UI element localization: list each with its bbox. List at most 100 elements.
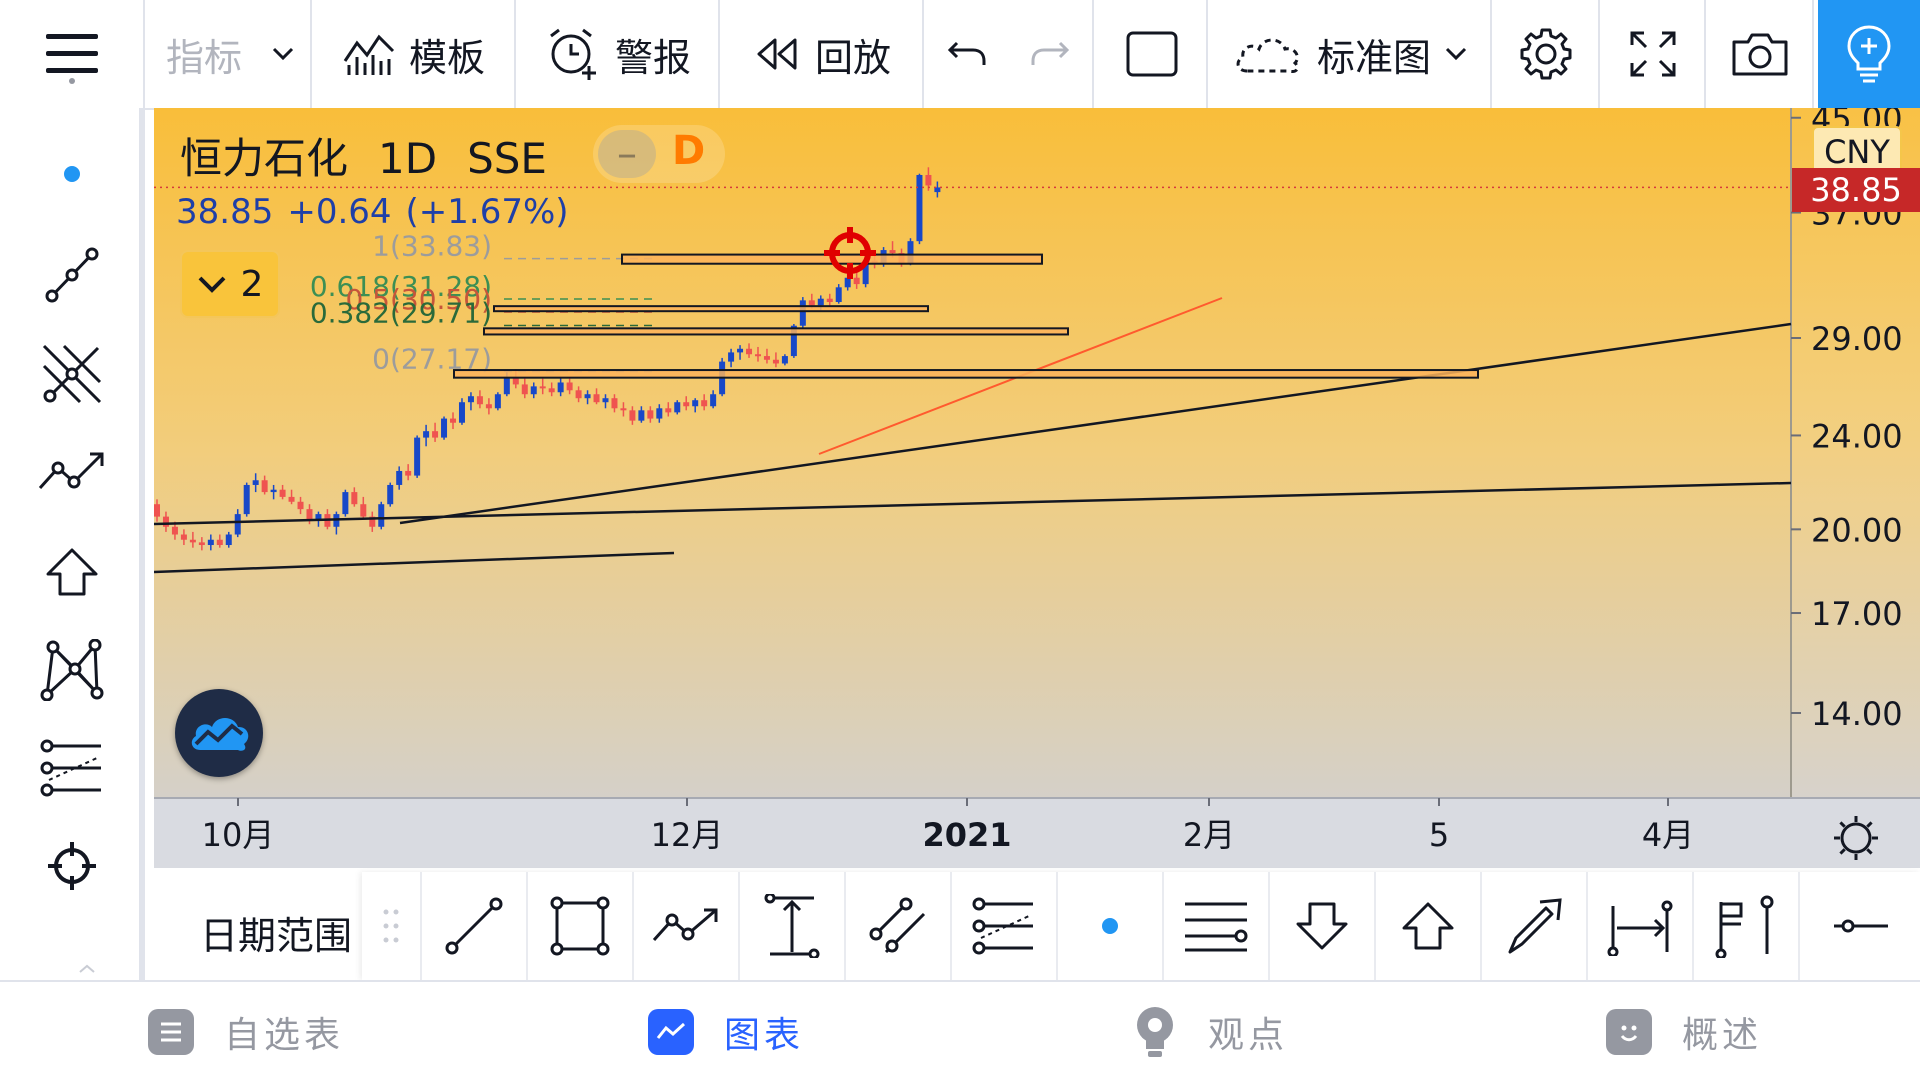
rising-trend-line[interactable] xyxy=(399,322,1792,525)
zone-rectangle[interactable] xyxy=(493,305,929,313)
candle xyxy=(665,402,672,417)
support-trend-line[interactable] xyxy=(154,551,675,574)
tool-flag[interactable] xyxy=(1692,872,1798,980)
chart-area[interactable]: 45.00 37.00 29.00 24.00 20.00 17.00 14.00 10月 12… xyxy=(154,108,1920,868)
path-tool[interactable] xyxy=(30,430,114,514)
tool-price-range[interactable] xyxy=(738,872,844,980)
candle xyxy=(378,501,385,530)
time-tick-label: 10月 xyxy=(202,816,275,854)
menu-button[interactable] xyxy=(0,0,145,108)
nav-ideas[interactable]: 观点 xyxy=(1132,982,1288,1082)
zone-rectangle[interactable] xyxy=(453,369,1479,379)
watchlist-icon xyxy=(148,1009,194,1055)
price-tick-label: 14.00 xyxy=(1811,695,1903,733)
favorite-drawing-tools xyxy=(362,872,1920,980)
candle xyxy=(360,496,367,520)
date-range-button[interactable]: 日期范围 xyxy=(200,914,353,958)
gann-fan-tool[interactable] xyxy=(30,332,114,416)
ideas-publish-button[interactable] xyxy=(1818,0,1920,108)
tradingview-logo-button[interactable] xyxy=(175,689,263,777)
settings-button[interactable] xyxy=(1494,0,1600,108)
tool-horizontal-ray[interactable] xyxy=(1798,872,1920,980)
candle xyxy=(180,529,187,546)
candle xyxy=(396,466,403,490)
candle xyxy=(754,346,761,362)
candle xyxy=(297,496,304,515)
time-axis-panel[interactable] xyxy=(154,799,1920,868)
trend-line-tool[interactable] xyxy=(30,232,114,316)
tool-arrow[interactable] xyxy=(1480,872,1586,980)
tool-fib-retracement[interactable] xyxy=(950,872,1056,980)
tool-horizontal-lines[interactable] xyxy=(1162,872,1268,980)
pattern-tool[interactable] xyxy=(30,628,114,712)
indicator-count: 2 xyxy=(240,263,264,305)
long-trend-line[interactable] xyxy=(154,481,1792,526)
hamburger-menu-icon xyxy=(45,34,98,84)
tool-parallel-channel[interactable] xyxy=(844,872,950,980)
candle xyxy=(351,487,358,507)
screenshot-button[interactable] xyxy=(1708,0,1814,108)
pitchfork-icon xyxy=(42,344,102,404)
nav-watchlist[interactable]: 自选表 xyxy=(148,982,344,1082)
arrow-up-tool[interactable] xyxy=(30,530,114,614)
collapse-chevron-icon[interactable] xyxy=(78,964,96,974)
layout-button[interactable] xyxy=(1098,0,1208,108)
chart-style-button[interactable]: 标准图 xyxy=(1210,0,1492,108)
nav-overview[interactable]: 概述 xyxy=(1606,982,1762,1082)
symbol-legend[interactable]: 恒力石化 1D SSE xyxy=(180,125,577,186)
candle xyxy=(494,392,501,411)
minus-icon[interactable]: – xyxy=(598,130,656,178)
candle xyxy=(548,382,555,397)
candle xyxy=(701,394,708,411)
indicators-label: 指标 xyxy=(165,35,242,80)
fullscreen-button[interactable] xyxy=(1602,0,1706,108)
drag-handle[interactable] xyxy=(362,872,420,980)
price-axis-panel[interactable] xyxy=(1791,108,1920,868)
candle xyxy=(853,271,860,289)
chart-icon xyxy=(648,1009,694,1055)
fib-retracement-tool[interactable] xyxy=(30,726,114,810)
tool-rectangle[interactable] xyxy=(526,872,632,980)
candle xyxy=(458,398,465,425)
left-drawing-toolbar xyxy=(0,108,145,980)
crosshair-icon xyxy=(48,842,96,890)
candle xyxy=(162,511,169,532)
crosshair-tool[interactable] xyxy=(30,824,114,908)
candle xyxy=(270,484,277,500)
candle xyxy=(521,378,528,399)
alert-label: 警报 xyxy=(614,35,691,80)
candle xyxy=(288,489,295,505)
candle xyxy=(476,390,483,409)
nav-chart[interactable]: 图表 xyxy=(648,982,804,1082)
date-range-icon xyxy=(1607,900,1673,956)
candle xyxy=(441,416,448,440)
alert-button[interactable]: 警报 xyxy=(518,0,720,108)
cursor-dot-tool[interactable] xyxy=(30,132,114,216)
price-tick-label: 17.00 xyxy=(1811,595,1903,633)
redo-button[interactable] xyxy=(1008,0,1094,108)
replay-button[interactable]: 回放 xyxy=(722,0,924,108)
tool-dot[interactable] xyxy=(1056,872,1162,980)
candle xyxy=(692,398,699,413)
tool-arrow-up[interactable] xyxy=(1374,872,1480,980)
undo-button[interactable] xyxy=(926,0,1008,108)
cloud-chart-logo-icon xyxy=(191,718,249,751)
diagonal-arrow-icon xyxy=(1508,898,1562,954)
axis-settings-icon[interactable] xyxy=(1834,816,1878,860)
template-button[interactable]: 模板 xyxy=(314,0,516,108)
indicators-button[interactable]: 指标 xyxy=(150,0,312,108)
data-mode-badge: D xyxy=(672,128,706,174)
crosshair-target-icon[interactable] xyxy=(824,227,876,279)
tool-date-range[interactable] xyxy=(1586,872,1692,980)
arrow-up-icon xyxy=(46,548,98,596)
template-chart-icon xyxy=(343,34,395,75)
candle xyxy=(593,388,600,405)
tool-arrow-down[interactable] xyxy=(1268,872,1374,980)
tool-path[interactable] xyxy=(632,872,738,980)
zone-rectangle[interactable] xyxy=(483,327,1069,336)
tool-trend-line[interactable] xyxy=(420,872,526,980)
nav-ideas-label: 观点 xyxy=(1208,1015,1289,1056)
legend-collapse-button[interactable]: 2 xyxy=(180,250,280,318)
rewind-icon xyxy=(757,38,797,70)
